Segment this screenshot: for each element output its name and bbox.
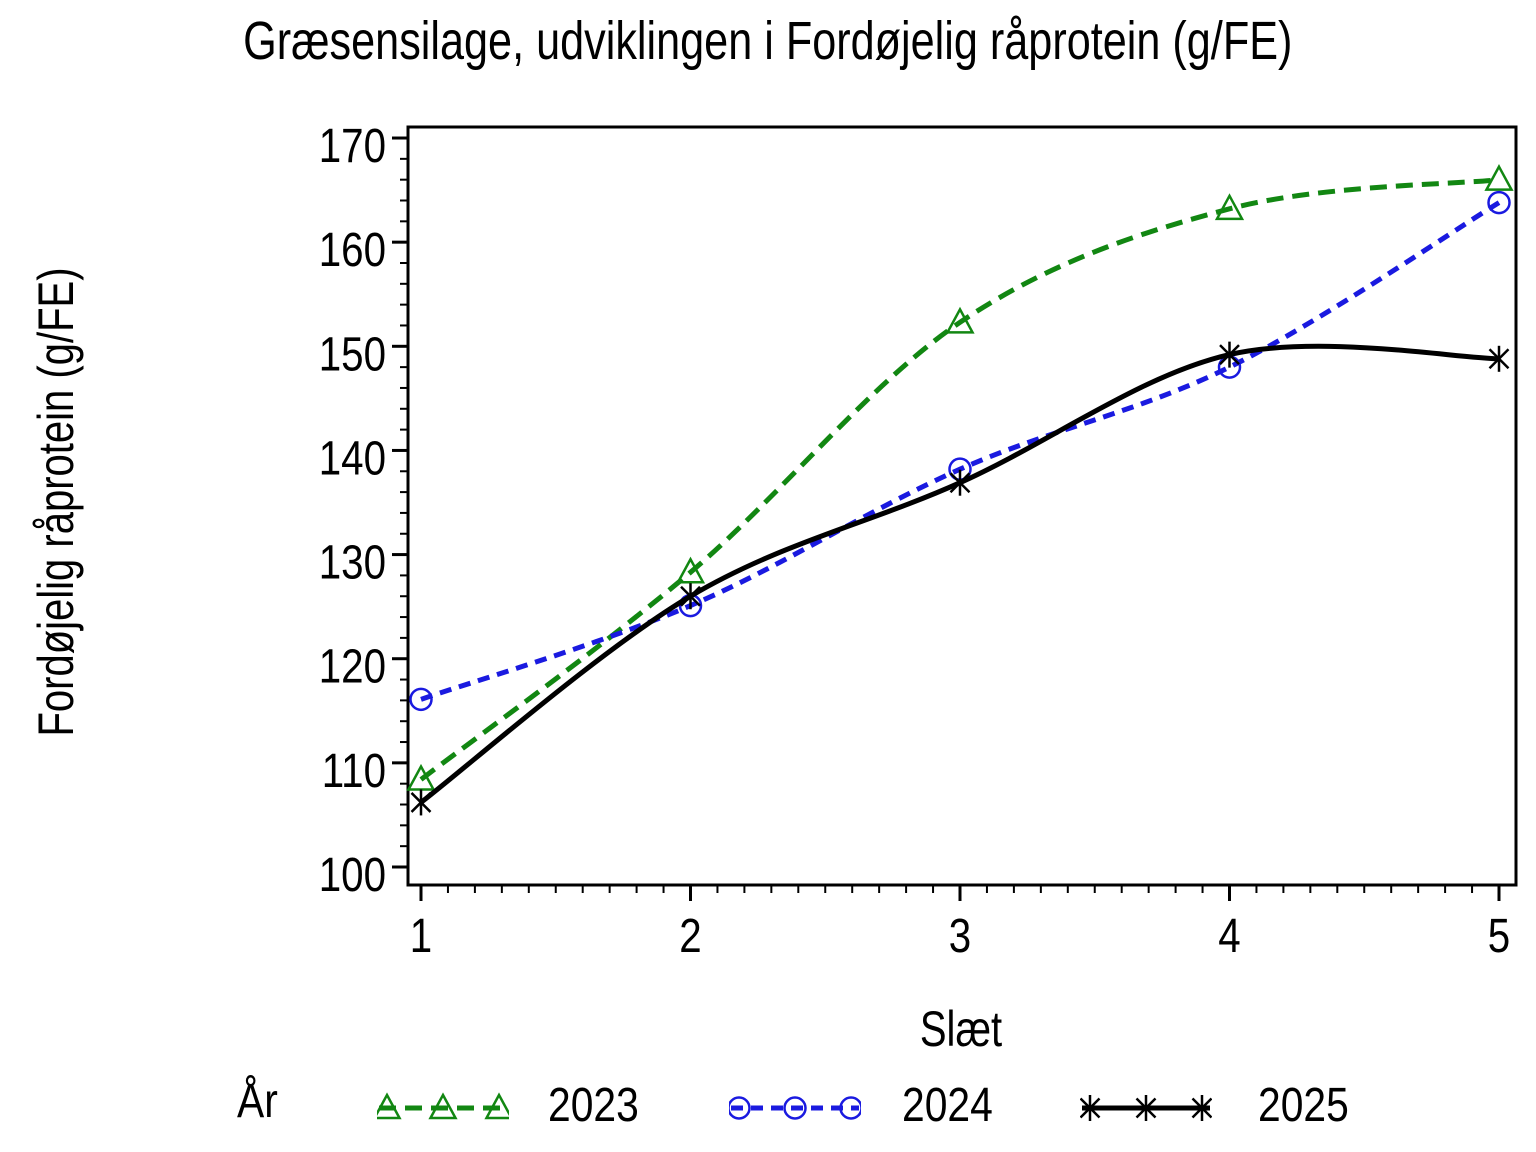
star-marker [1135, 1095, 1157, 1121]
series-2023 [406, 164, 1514, 791]
star-marker [1219, 341, 1240, 368]
triangle-marker [1214, 193, 1245, 221]
triangle-marker [484, 1092, 509, 1120]
y-tick-label: 140 [319, 432, 386, 485]
series-2024 [409, 190, 1511, 712]
legend: År 2023 2024 2025 [0, 1070, 1536, 1150]
plot-frame [406, 125, 1518, 887]
legend-sample-2023 [377, 1092, 509, 1120]
star-marker [1191, 1095, 1212, 1121]
y-tick-label: 150 [319, 328, 386, 381]
circle-marker [729, 1096, 751, 1120]
triangle-marker [428, 1092, 458, 1120]
series-line-2024 [420, 200, 1501, 702]
star-marker [1488, 345, 1510, 372]
circle-marker [1487, 190, 1511, 215]
x-tick-label: 5 [1488, 910, 1510, 963]
legend-label-2023: 2023 [548, 1079, 639, 1132]
triangle-marker [1484, 164, 1514, 191]
y-tick-label: 120 [319, 640, 386, 693]
legend-label-2025: 2025 [1258, 1079, 1349, 1132]
legend-sample-2025 [1080, 1095, 1212, 1121]
x-tick-label: 2 [679, 910, 701, 963]
x-tick-label: 3 [949, 910, 971, 963]
x-tick-label: 4 [1218, 910, 1240, 963]
chart-title: Græsensilage, udviklingen i Fordøjelig r… [0, 10, 1536, 72]
circle-marker [783, 1096, 807, 1120]
x-axis-title: Slæt [919, 1001, 1003, 1057]
y-tick-label: 110 [322, 745, 386, 798]
star-marker [1080, 1095, 1101, 1121]
circle-marker [409, 687, 433, 712]
star-marker [949, 469, 971, 496]
y-tick-label: 160 [319, 224, 386, 277]
y-tick-label: 100 [319, 849, 386, 902]
series-line-2025 [419, 343, 1500, 805]
chart-title-text: Græsensilage, udviklingen i Fordøjelig r… [243, 11, 1293, 71]
y-tick-label: 170 [319, 120, 386, 173]
star-marker [410, 789, 432, 816]
y-tick-label: 130 [319, 536, 386, 589]
legend-title: År [237, 1075, 278, 1128]
series-2025 [410, 341, 1510, 816]
circle-marker [839, 1096, 861, 1120]
legend-label-2024: 2024 [902, 1079, 993, 1132]
legend-sample-2024 [729, 1096, 861, 1120]
triangle-marker [945, 306, 975, 334]
star-marker [680, 583, 701, 610]
triangle-marker [675, 556, 706, 584]
triangle-marker [377, 1092, 402, 1120]
x-tick-label: 1 [410, 910, 432, 963]
